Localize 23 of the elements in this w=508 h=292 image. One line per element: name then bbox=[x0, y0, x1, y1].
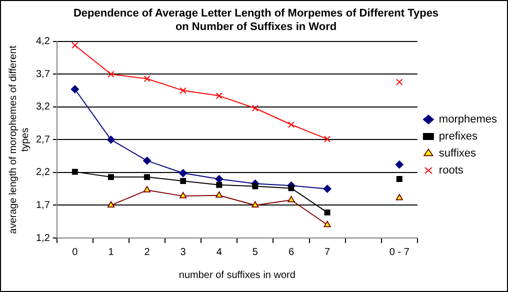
y-tick-label: 3,2 bbox=[36, 102, 50, 113]
x-tick-label: 6 bbox=[288, 246, 294, 258]
y-tick-label: 1,2 bbox=[36, 232, 50, 244]
x-tick-label: 3 bbox=[180, 246, 186, 258]
y-tick-label: 2,2 bbox=[36, 167, 50, 178]
x-tick-label: 2 bbox=[144, 246, 150, 258]
x-tick-label: 5 bbox=[252, 246, 258, 258]
x-tick-label: 1 bbox=[108, 246, 114, 258]
y-tick-label: 1,7 bbox=[36, 200, 50, 211]
y-tick-label: 2,7 bbox=[36, 134, 50, 146]
x-tick-label: 0 - 7 bbox=[389, 246, 410, 258]
legend-label: prefixes bbox=[438, 130, 478, 143]
legend-label: morphemes bbox=[438, 114, 498, 126]
y-tick-label: 3,7 bbox=[36, 68, 50, 80]
y-tick-label: 4,2 bbox=[36, 36, 50, 48]
legend-label: roots bbox=[438, 164, 464, 177]
y-axis-title: average length of morophemes of different types bbox=[8, 45, 31, 234]
x-tick-label: 4 bbox=[216, 246, 222, 258]
legend-label: suffixes bbox=[438, 148, 477, 160]
chart-title: Dependence of Average Letter Length of Morpemes of Different Types on Number of Suffixes in Word bbox=[73, 8, 439, 33]
x-axis-title: number of suffixes in word bbox=[178, 270, 296, 281]
x-tick-label: 0 bbox=[72, 246, 78, 258]
x-tick-label: 7 bbox=[324, 246, 331, 258]
